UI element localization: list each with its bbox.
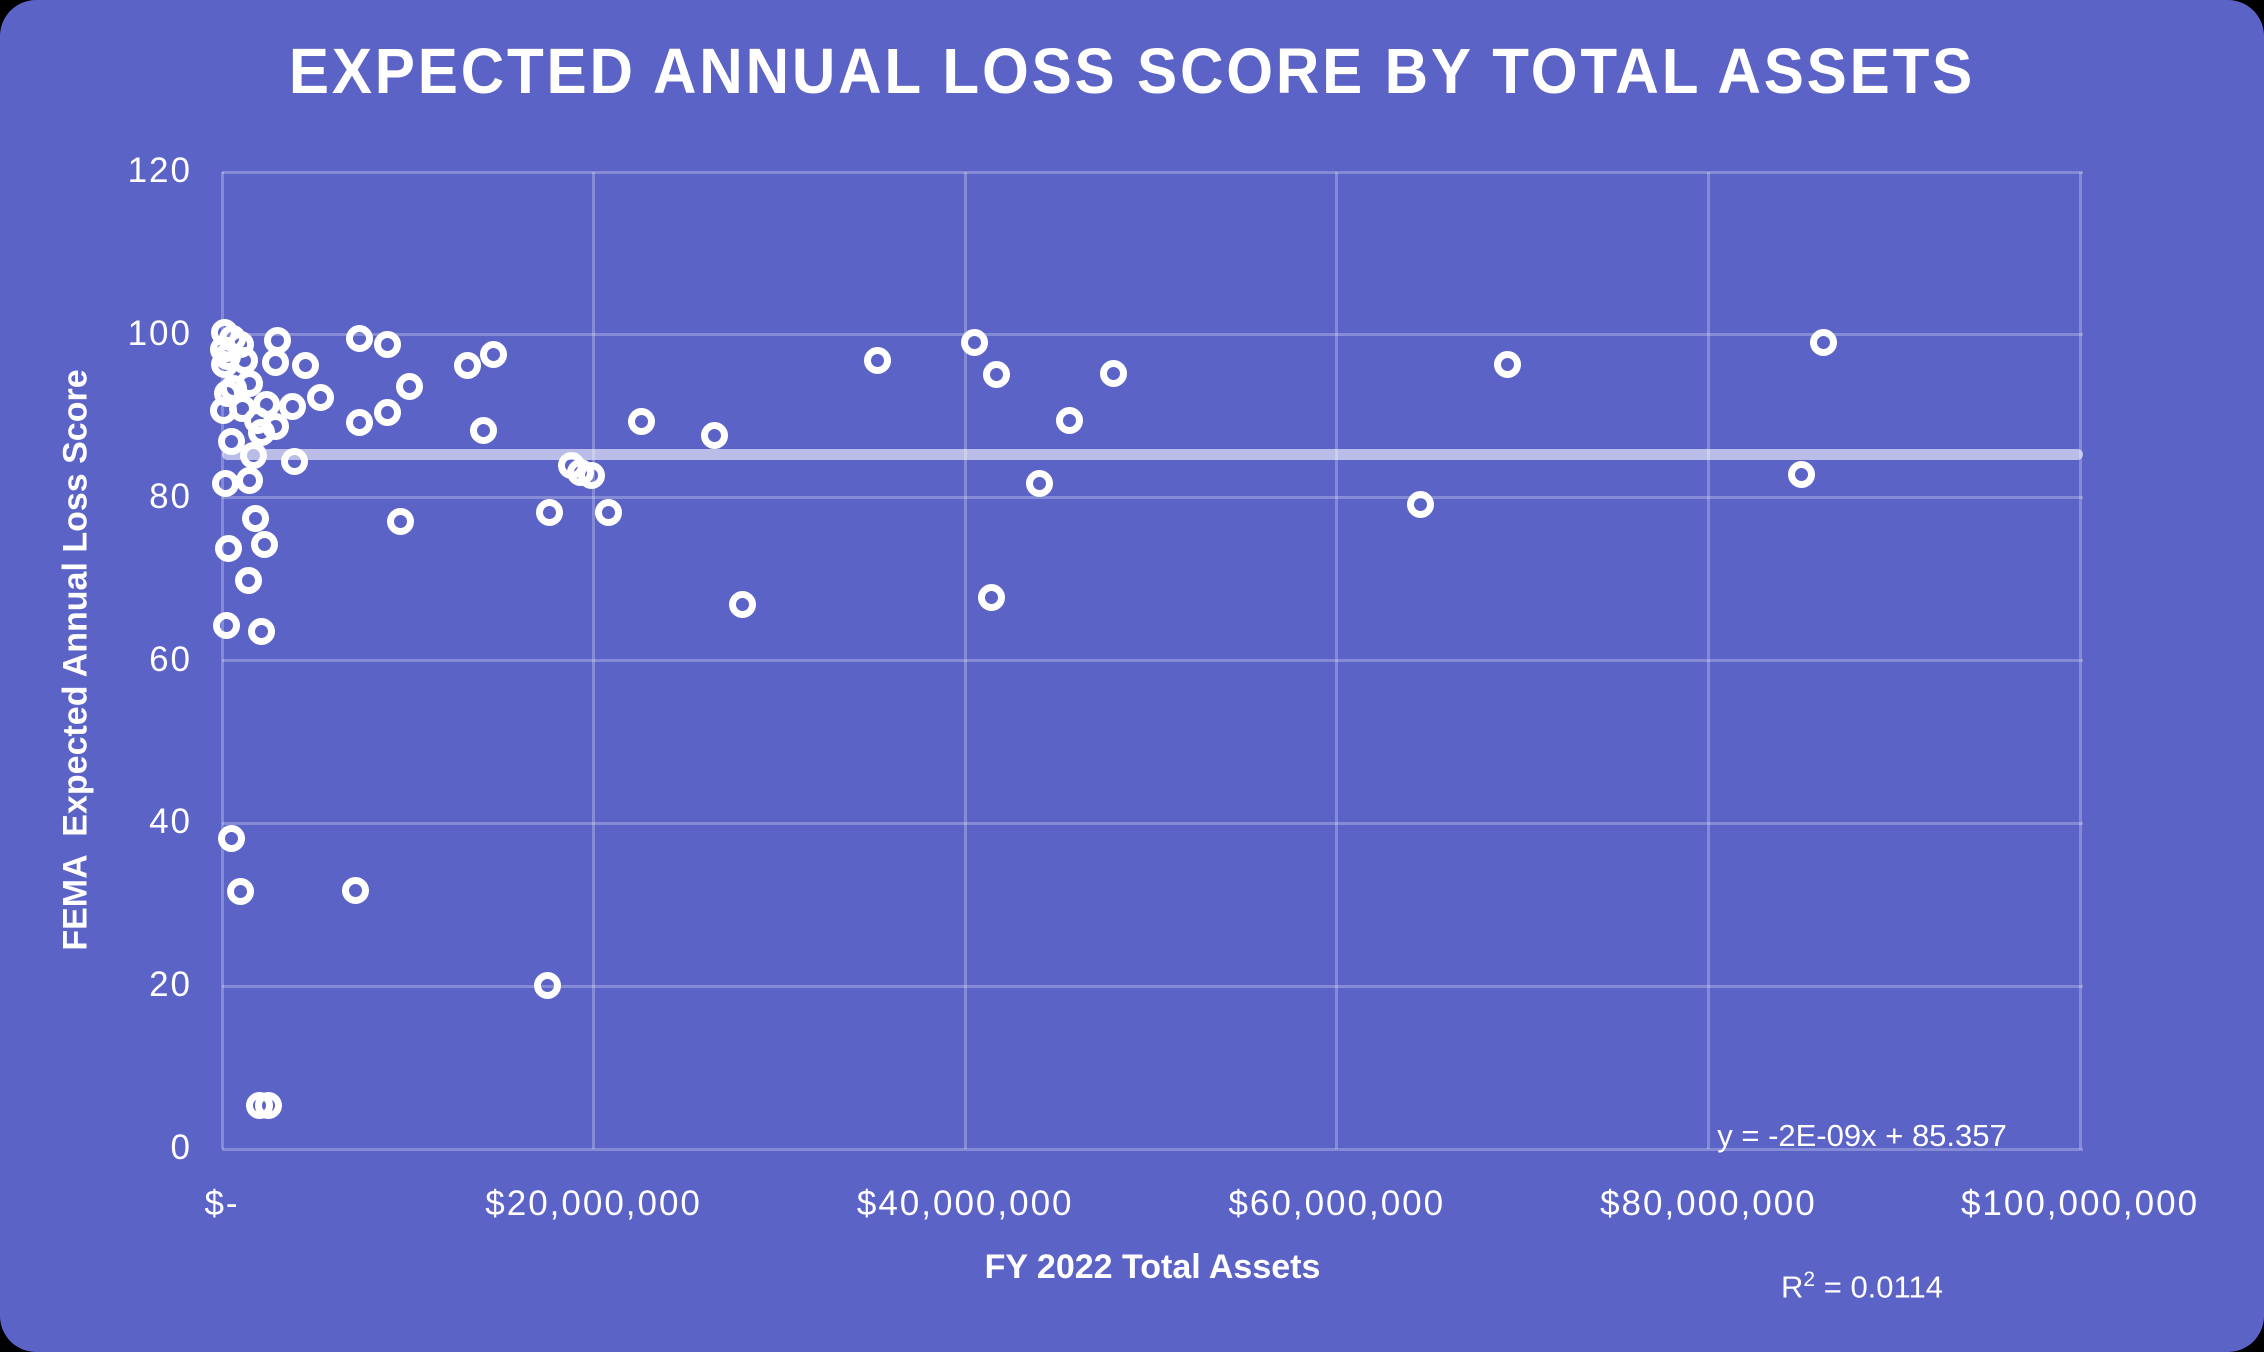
scatter-point: [373, 331, 401, 359]
scatter-point: [280, 448, 308, 476]
scatter-point: [470, 416, 498, 444]
x-tick-label: $80,000,000: [1600, 1184, 1817, 1223]
x-tick-label: $20,000,000: [485, 1184, 702, 1223]
scatter-point: [578, 462, 606, 490]
v-gridline: [220, 172, 224, 1149]
scatter-point: [217, 427, 245, 455]
scatter-point: [479, 340, 507, 368]
h-gridline: [222, 984, 2083, 988]
scatter-point: [1494, 350, 1522, 378]
trendline-equation: y = -2E-09x + 85.357 R2 = 0.0114: [1662, 1016, 2062, 1352]
x-tick-label: $100,000,000: [1960, 1184, 2200, 1223]
y-axis-title: FEMA Expected Annual Loss Score: [56, 369, 95, 951]
r-squared-prefix: R: [1781, 1269, 1804, 1305]
scatter-point: [251, 530, 279, 558]
scatter-point: [254, 1092, 282, 1120]
scatter-point: [1787, 460, 1815, 488]
scatter-point: [279, 392, 307, 420]
y-tick-label: 120: [127, 151, 192, 190]
v-gridline: [592, 172, 596, 1149]
scatter-point: [292, 352, 320, 380]
scatter-point: [453, 352, 481, 380]
scatter-point: [212, 470, 240, 498]
scatter-point: [373, 399, 401, 427]
r-squared-sup: 2: [1803, 1268, 1816, 1291]
y-tick-label: 40: [149, 802, 192, 842]
scatter-point: [983, 361, 1011, 389]
x-tick-label: $-: [204, 1184, 240, 1223]
scatter-point: [213, 611, 241, 639]
y-tick-label: 0: [170, 1128, 192, 1167]
scatter-point: [1406, 490, 1434, 518]
scatter-point: [396, 373, 424, 401]
scatter-point: [386, 507, 414, 535]
scatter-point: [1810, 329, 1838, 357]
scatter-point: [240, 441, 268, 469]
scatter-point: [628, 408, 656, 436]
scatter-point: [241, 504, 269, 532]
y-tick-label: 100: [127, 313, 192, 353]
scatter-point: [345, 324, 373, 352]
scatter-point: [235, 567, 263, 595]
scatter-point: [700, 422, 728, 450]
trendline-equation-line1: y = -2E-09x + 85.357: [1717, 1118, 2007, 1153]
scatter-point: [977, 584, 1005, 612]
h-gridline: [222, 659, 2083, 662]
scatter-point: [247, 617, 275, 645]
scatter-point: [210, 351, 238, 379]
scatter-point: [217, 825, 245, 853]
v-gridline: [963, 172, 967, 1149]
scatter-point: [1055, 406, 1083, 434]
scatter-point: [215, 534, 242, 562]
scatter-point: [345, 409, 373, 437]
scatter-point: [594, 498, 622, 526]
v-gridline: [2078, 172, 2082, 1149]
scatter-point: [247, 419, 275, 447]
scatter-point: [306, 384, 334, 412]
trendline: [222, 449, 2083, 461]
scatter-point: [342, 877, 370, 905]
scatter-point: [1026, 469, 1054, 497]
scatter-point: [262, 349, 290, 376]
x-axis-title: FY 2022 Total Assets: [984, 1248, 1321, 1286]
y-tick-label: 60: [149, 639, 192, 679]
h-gridline: [222, 170, 2083, 174]
scatter-point: [533, 971, 561, 999]
y-tick-label: 20: [149, 965, 192, 1005]
scatter-point: [1100, 360, 1128, 388]
y-tick-label: 80: [149, 476, 192, 516]
x-tick-label: $40,000,000: [856, 1184, 1074, 1223]
trendline-equation-line2: R2 = 0.0114: [1662, 1256, 2062, 1311]
h-gridline: [222, 821, 2083, 825]
scatter-point: [960, 328, 988, 356]
scatter-point: [227, 878, 255, 906]
v-gridline: [1335, 172, 1339, 1149]
x-tick-label: $60,000,000: [1228, 1184, 1446, 1223]
scatter-point: [535, 498, 563, 526]
r-squared-value: = 0.0114: [1815, 1269, 1943, 1305]
v-gridline: [1706, 172, 1710, 1149]
scatter-point: [864, 347, 892, 375]
h-gridline: [222, 496, 2083, 500]
h-gridline: [222, 333, 2083, 337]
scatter-point: [236, 467, 264, 495]
chart-title: EXPECTED ANNUAL LOSS SCORE BY TOTAL ASSE…: [288, 35, 1976, 107]
h-gridline: [222, 1147, 2083, 1151]
scatter-point: [728, 590, 756, 618]
